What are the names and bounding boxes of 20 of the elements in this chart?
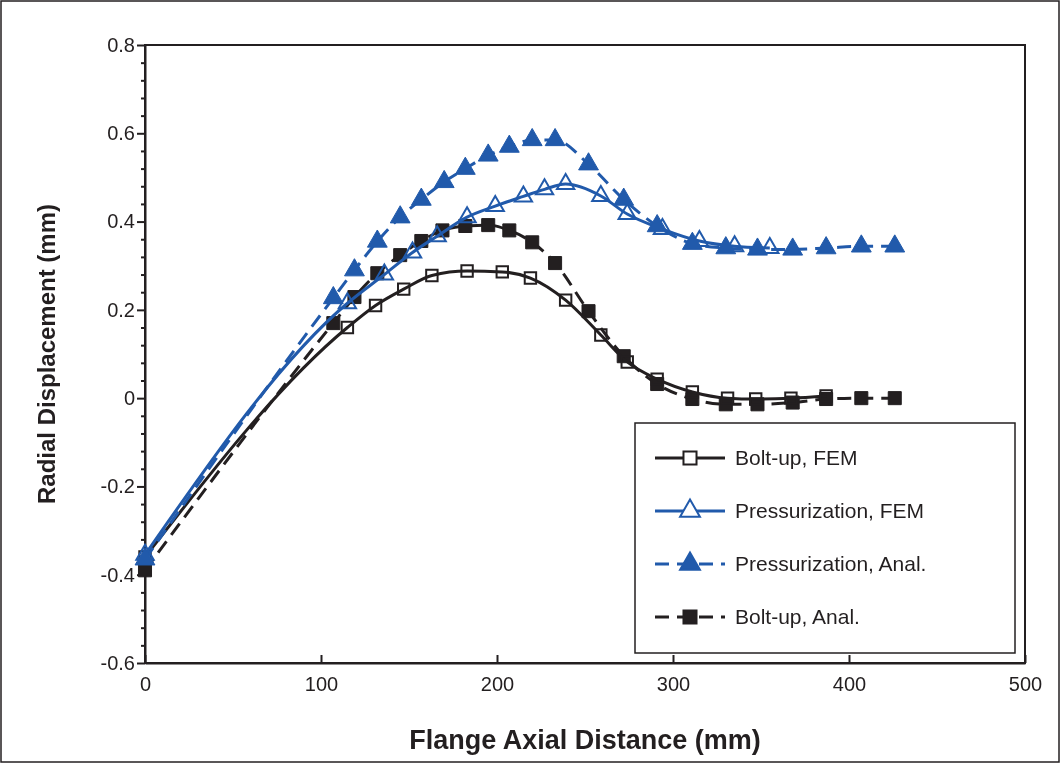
legend-label: Pressurization, FEM xyxy=(735,499,925,522)
legend-label: Bolt-up, FEM xyxy=(735,446,858,469)
y-tick-label: 0.2 xyxy=(107,298,135,321)
x-tick-label: 500 xyxy=(1008,673,1043,696)
legend-label: Bolt-up, Anal. xyxy=(735,605,860,628)
y-tick-label: -0.6 xyxy=(100,651,135,674)
y-tick-label: 0.4 xyxy=(107,210,135,233)
legend-label: Pressurization, Anal. xyxy=(735,552,927,575)
y-tick-label: 0.8 xyxy=(107,33,135,56)
x-axis-title: Flange Axial Distance (mm) xyxy=(409,725,761,755)
y-tick-label: 0 xyxy=(123,387,135,410)
x-tick-label: 100 xyxy=(304,673,339,696)
x-tick-label: 400 xyxy=(832,673,867,696)
y-tick-label: -0.4 xyxy=(100,563,135,586)
x-tick-label: 300 xyxy=(656,673,691,696)
y-tick-label: 0.6 xyxy=(107,122,135,145)
y-axis-title: Radial Displacement (mm) xyxy=(33,203,60,505)
x-tick-label: 0 xyxy=(139,673,152,696)
x-tick-label: 200 xyxy=(480,673,515,696)
y-tick-label: -0.2 xyxy=(100,475,135,498)
